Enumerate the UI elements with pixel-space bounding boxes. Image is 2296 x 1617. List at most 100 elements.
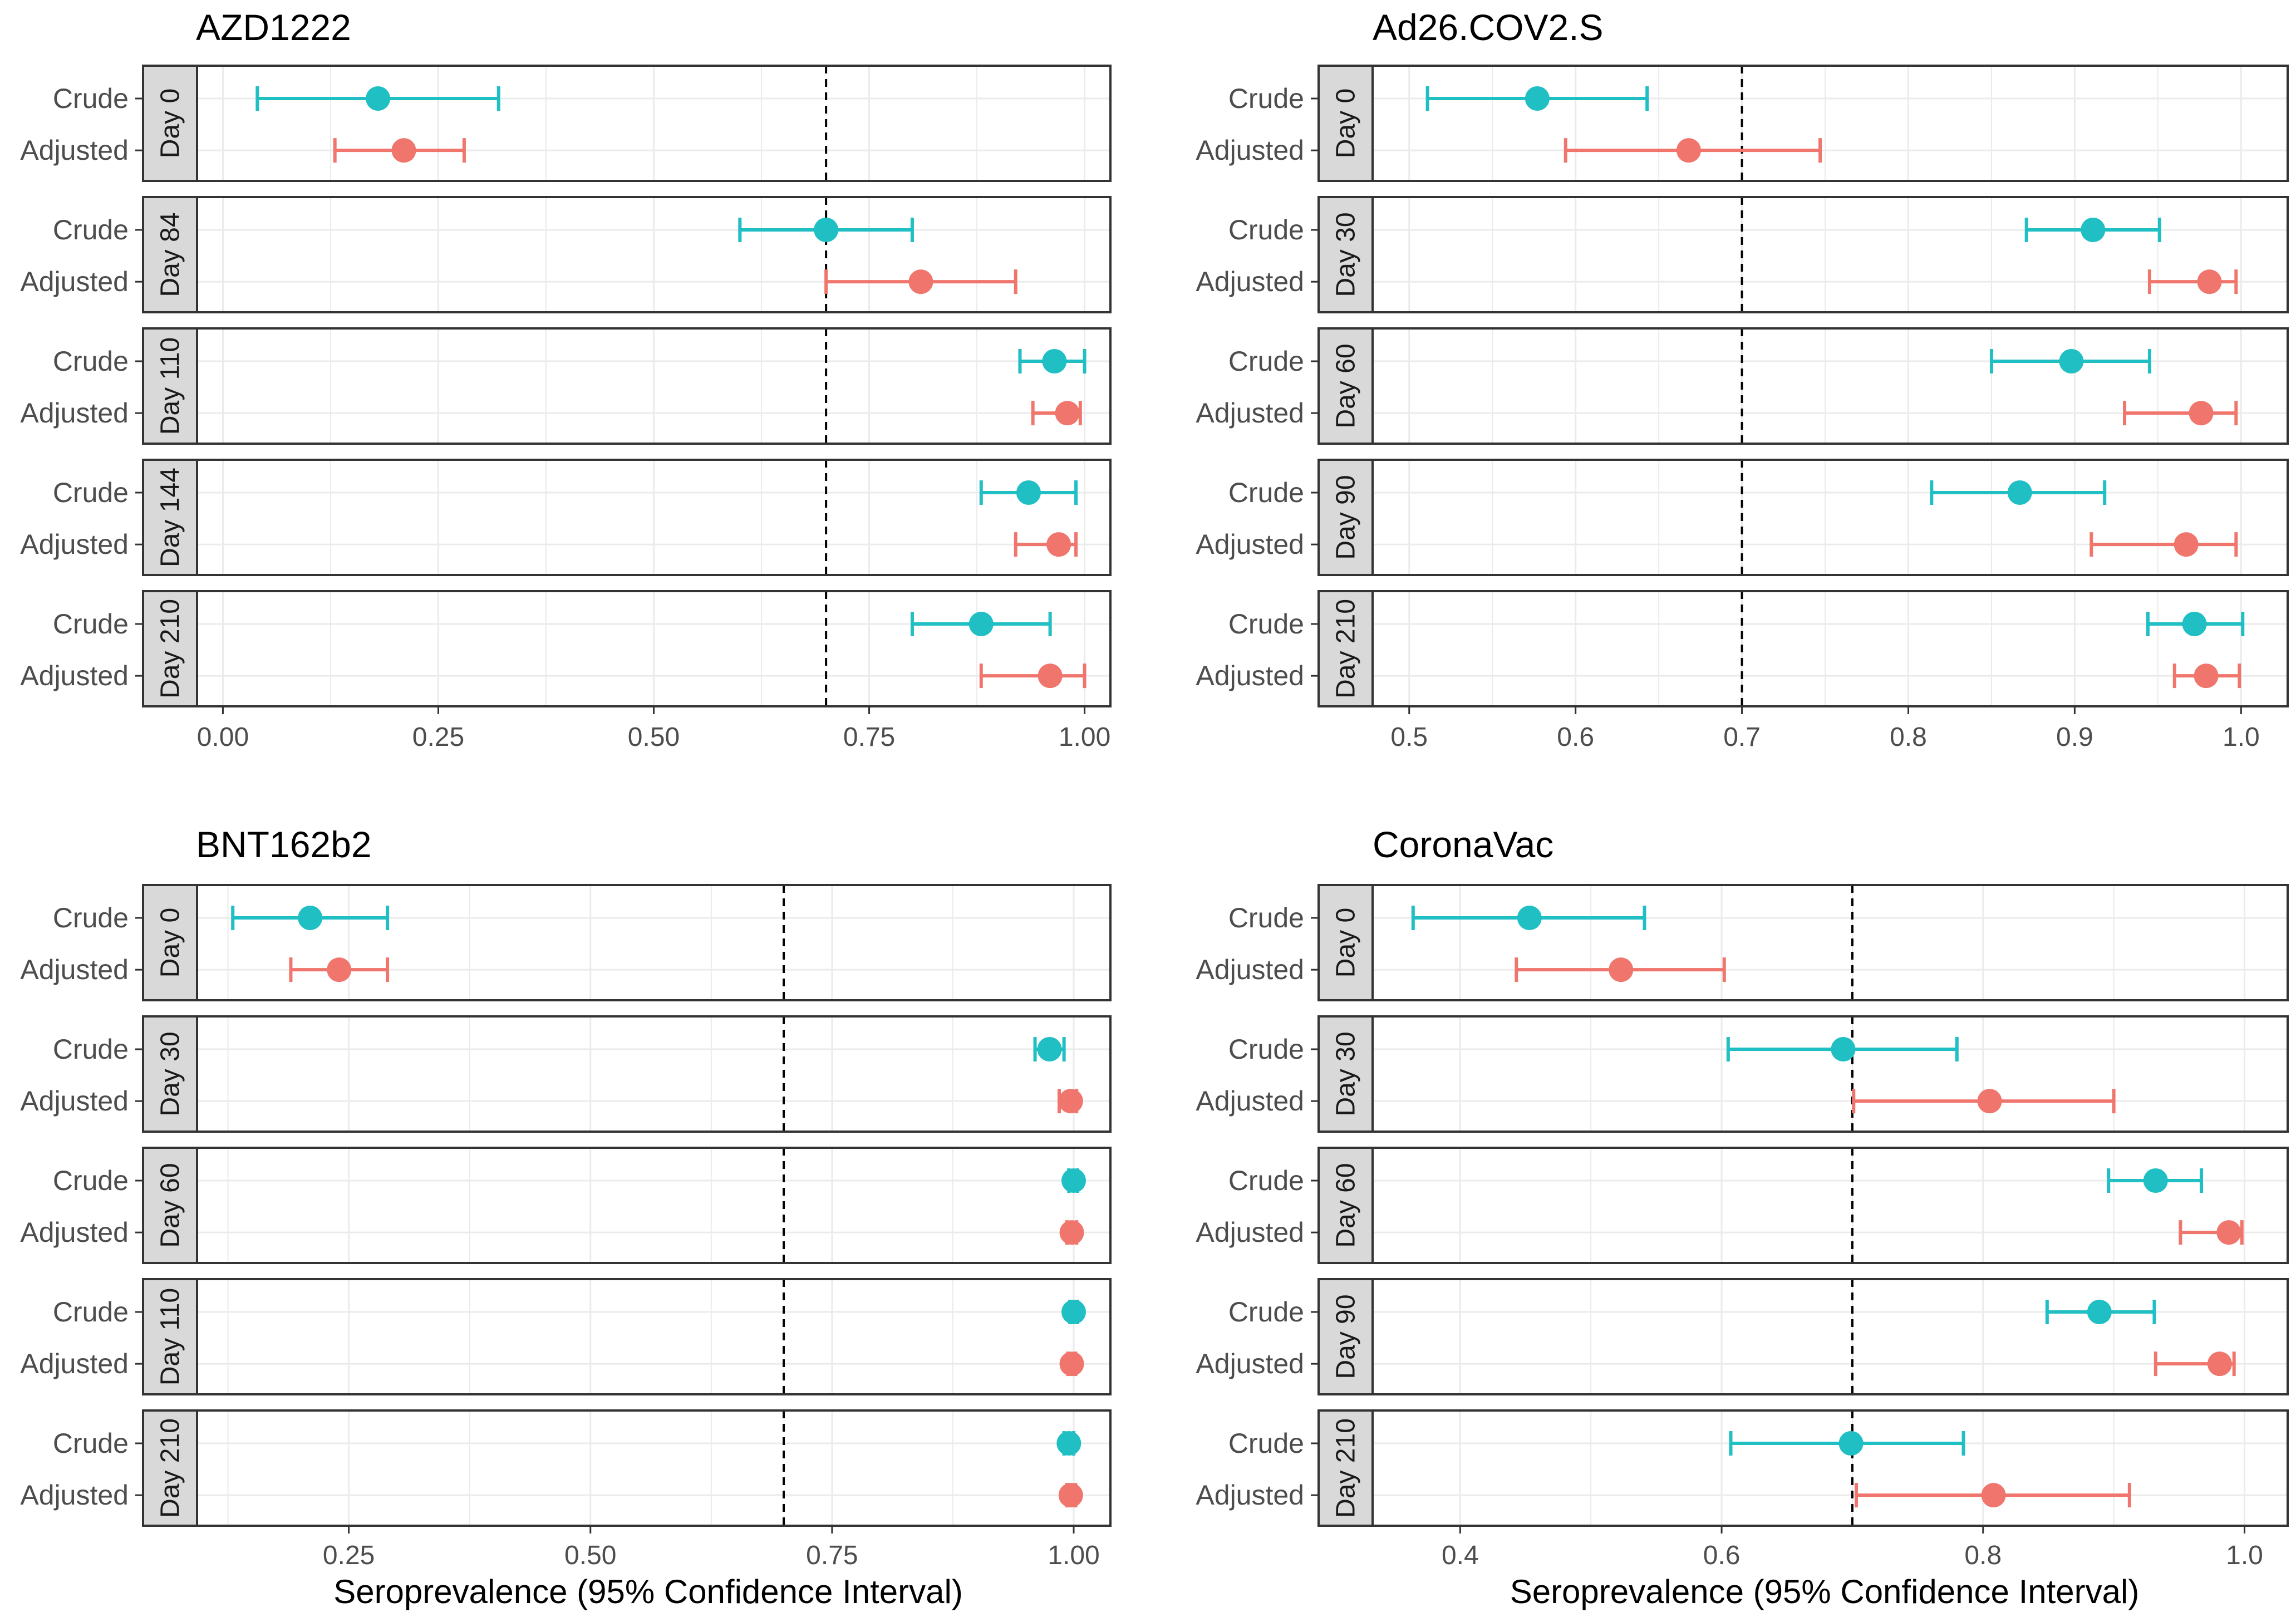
row-label-crude: Crude: [1228, 346, 1304, 377]
row-label-adjusted: Adjusted: [20, 529, 129, 560]
row-label-crude: Crude: [53, 346, 129, 377]
panel-background: [1373, 66, 2288, 181]
x-tick-label: 1.0: [2226, 1541, 2263, 1570]
panel-border: [1371, 590, 2289, 707]
chart-1: Ad26.COV2.S Day 0 Crude Adjusted Day 30 Crude…: [1196, 7, 2289, 752]
row-label-adjusted: Adjusted: [1196, 1085, 1304, 1117]
panel-border: [196, 327, 1112, 445]
facet-strip-label: Day 144: [156, 468, 185, 567]
facet-panel: Day 0 Crude Adjusted: [1196, 65, 2289, 182]
facet-strip: [142, 196, 198, 313]
crude-point: [1056, 1431, 1081, 1456]
crude-point: [2007, 480, 2032, 505]
facet-strip: [142, 459, 198, 576]
facet-strip-label: Day 0: [156, 89, 185, 158]
facet-strip: [1317, 1278, 1374, 1395]
adjusted-point: [908, 269, 933, 294]
panel-background: [197, 1148, 1110, 1263]
facet-panel: Day 110 Crude Adjusted: [20, 327, 1112, 445]
row-label-crude: Crude: [53, 1165, 129, 1196]
panel-background: [1373, 885, 2288, 1000]
x-tick-label: 0.50: [628, 723, 680, 752]
facet-strip-label: Day 60: [1331, 343, 1361, 428]
adjusted-point: [1055, 401, 1080, 426]
panel-background: [197, 1410, 1110, 1526]
row-label-crude: Crude: [1228, 83, 1304, 114]
facet-strip-label: Day 60: [156, 1163, 185, 1247]
adjusted-point: [1058, 1483, 1083, 1508]
row-label-crude: Crude: [1228, 214, 1304, 245]
adjusted-point: [1046, 532, 1071, 557]
row-label-adjusted: Adjusted: [1196, 135, 1304, 166]
crude-point: [2081, 217, 2106, 242]
panel-border: [196, 196, 1112, 313]
panel-border: [1371, 1147, 2289, 1264]
row-label-crude: Crude: [1228, 1296, 1304, 1328]
x-tick-label: 0.25: [412, 723, 464, 752]
row-label-crude: Crude: [53, 477, 129, 508]
row-label-adjusted: Adjusted: [1196, 397, 1304, 429]
chart-2: BNT162b2 Day 0 Crude Adjusted Day 30 Crude Adj…: [20, 824, 1112, 1610]
panel-border: [196, 1015, 1112, 1133]
x-tick-label: 0.5: [1390, 723, 1428, 752]
panel-border: [196, 1147, 1112, 1264]
facet-panel: Day 30 Crude Adjusted: [1196, 196, 2289, 313]
row-label-crude: Crude: [1228, 902, 1304, 933]
row-label-crude: Crude: [1228, 1165, 1304, 1196]
row-label-crude: Crude: [53, 902, 129, 933]
row-label-crude: Crude: [53, 1428, 129, 1459]
row-label-crude: Crude: [1228, 1034, 1304, 1065]
chart-title: AZD1222: [196, 7, 351, 48]
facet-strip: [1317, 459, 1374, 576]
x-tick-label: 0.8: [1890, 723, 1927, 752]
row-label-adjusted: Adjusted: [20, 397, 129, 429]
facet-panel: Day 210 Crude Adjusted: [20, 1409, 1112, 1527]
adjusted-point: [327, 957, 352, 982]
row-label-crude: Crude: [53, 1296, 129, 1328]
row-label-adjusted: Adjusted: [20, 266, 129, 297]
facet-strip-label: Day 0: [1331, 89, 1361, 158]
x-tick-label: 0.6: [1557, 723, 1594, 752]
facet-panel: Day 0 Crude Adjusted: [20, 65, 1112, 182]
x-axis-title: Seroprevalence (95% Confidence Interval): [1510, 1573, 2140, 1610]
facet-strip-label: Day 210: [156, 1418, 185, 1518]
panel-background: [1373, 1016, 2288, 1132]
facet-panel: Day 0 Crude Adjusted: [20, 884, 1112, 1001]
panel-border: [196, 1409, 1112, 1527]
adjusted-point: [1609, 957, 1634, 982]
facet-panel: Day 60 Crude Adjusted: [1196, 327, 2289, 445]
crude-point: [1042, 348, 1067, 373]
row-label-adjusted: Adjusted: [1196, 529, 1304, 560]
facet-panel: Day 110 Crude Adjusted: [20, 1278, 1112, 1395]
facet-strip: [142, 1278, 198, 1395]
row-label-crude: Crude: [53, 608, 129, 640]
facet-strip-label: Day 90: [1331, 1294, 1361, 1379]
facet-strip: [142, 1015, 198, 1133]
facet-strip: [142, 1409, 198, 1527]
facet-strip: [1317, 1409, 1374, 1527]
x-tick-label: 1.00: [1059, 723, 1110, 752]
row-label-crude: Crude: [1228, 477, 1304, 508]
facet-strip-label: Day 30: [1331, 212, 1361, 297]
facet-strip: [1317, 1015, 1374, 1133]
adjusted-point: [2216, 1220, 2241, 1245]
x-tick-label: 0.7: [1723, 723, 1761, 752]
panel-background: [197, 1016, 1110, 1132]
crude-point: [366, 86, 391, 111]
facet-strip-label: Day 210: [1331, 599, 1361, 699]
adjusted-point: [1059, 1220, 1084, 1245]
adjusted-point: [1981, 1483, 2006, 1508]
row-label-adjusted: Adjusted: [20, 1348, 129, 1379]
x-tick-label: 0.75: [806, 1541, 858, 1570]
facet-panel: Day 84 Crude Adjusted: [20, 196, 1112, 313]
panel-background: [1373, 460, 2288, 575]
facet-panel: Day 210 Crude Adjusted: [20, 590, 1112, 707]
chart-title: CoronaVac: [1373, 824, 1553, 865]
crude-point: [1831, 1036, 1856, 1061]
row-label-adjusted: Adjusted: [1196, 266, 1304, 297]
chart-title: Ad26.COV2.S: [1373, 7, 1604, 48]
facet-panel: Day 60 Crude Adjusted: [1196, 1147, 2289, 1264]
panel-background: [197, 885, 1110, 1000]
facet-strip: [142, 1147, 198, 1264]
